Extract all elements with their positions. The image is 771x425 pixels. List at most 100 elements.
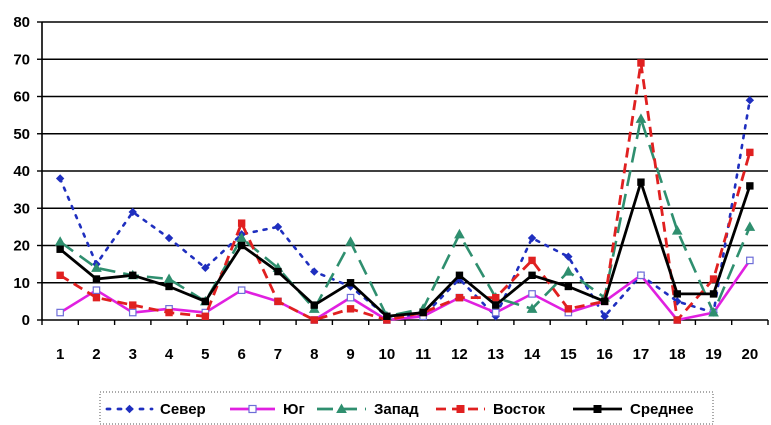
data-point <box>383 312 391 320</box>
y-tick-label: 80 <box>13 14 30 31</box>
legend-marker <box>456 405 465 413</box>
data-point <box>455 293 464 302</box>
data-point <box>237 286 246 295</box>
x-tick-label: 1 <box>56 346 64 363</box>
data-point <box>92 275 101 283</box>
data-point <box>709 290 718 298</box>
data-point <box>746 148 754 157</box>
y-tick-label: 20 <box>13 238 30 255</box>
x-tick-label: 5 <box>201 346 209 363</box>
data-point <box>671 225 683 235</box>
data-point <box>709 275 718 283</box>
x-tick-label: 8 <box>310 346 318 363</box>
data-point <box>346 305 355 313</box>
data-point <box>236 232 248 243</box>
x-tick-label: 11 <box>415 346 431 363</box>
x-tick-label: 7 <box>274 346 282 363</box>
legend: Север Юг Запад Восток Среднее <box>99 391 714 425</box>
legend-item: Юг <box>230 401 305 418</box>
legend-item: Среднее <box>573 401 694 418</box>
data-point <box>54 236 66 246</box>
legend-label: Север <box>160 401 206 418</box>
data-point <box>746 256 754 265</box>
data-point <box>310 267 319 276</box>
data-point <box>564 305 573 313</box>
x-tick-label: 12 <box>451 346 468 363</box>
data-point <box>92 293 101 302</box>
data-point <box>637 271 645 280</box>
data-point <box>201 297 210 306</box>
x-tick-label: 17 <box>633 346 650 363</box>
data-point <box>635 113 647 123</box>
legend-label: Запад <box>374 401 419 418</box>
y-tick-label: 40 <box>13 163 30 180</box>
data-point <box>273 222 283 232</box>
data-point <box>455 271 464 280</box>
legend-label: Восток <box>493 401 545 418</box>
plot-series <box>54 59 756 324</box>
data-point <box>310 316 318 324</box>
data-point <box>346 279 355 287</box>
data-point <box>201 263 210 273</box>
data-point <box>746 182 754 190</box>
data-point <box>528 256 536 265</box>
data-point <box>744 221 756 231</box>
data-point <box>128 207 137 217</box>
data-point <box>346 293 355 302</box>
legend-item: Север <box>105 401 206 418</box>
legend-marker <box>336 403 347 413</box>
x-tick-label: 10 <box>379 346 396 363</box>
series-5 <box>56 178 754 320</box>
data-point <box>92 286 101 295</box>
legend-item: Запад <box>317 401 419 418</box>
x-tick-label: 14 <box>524 346 541 363</box>
x-tick-label: 4 <box>165 346 174 363</box>
data-point <box>56 308 64 317</box>
axes <box>37 21 769 325</box>
data-point <box>164 233 174 243</box>
data-point <box>163 273 175 284</box>
series-line <box>58 98 752 318</box>
data-point <box>673 290 681 298</box>
x-tick-label: 3 <box>129 346 137 363</box>
y-tick-label: 70 <box>13 51 30 68</box>
data-point <box>564 282 573 291</box>
data-point <box>492 293 500 302</box>
data-point <box>56 271 64 280</box>
data-point <box>637 59 645 67</box>
legend-box <box>99 391 714 425</box>
legend-marker <box>125 404 134 414</box>
y-tick-label: 30 <box>13 200 30 217</box>
data-point <box>165 308 173 317</box>
y-tick-label: 10 <box>13 275 30 292</box>
legend-label: Юг <box>283 401 305 418</box>
data-point <box>527 233 537 243</box>
data-point <box>274 297 282 306</box>
data-point <box>237 241 246 250</box>
data-point <box>637 178 645 186</box>
data-point <box>345 236 356 246</box>
grid-lines <box>42 21 768 284</box>
data-point <box>600 297 609 306</box>
series-line <box>59 259 751 322</box>
series-3 <box>54 113 756 321</box>
x-tick-label: 2 <box>92 346 100 363</box>
data-point <box>492 301 500 309</box>
data-point <box>91 262 102 272</box>
data-point <box>526 303 538 313</box>
data-point <box>55 174 65 183</box>
data-point <box>419 308 427 317</box>
data-point <box>454 228 465 239</box>
legend-item: Восток <box>436 401 545 418</box>
y-tick-label: 50 <box>13 126 30 143</box>
x-tick-label: 9 <box>346 346 354 363</box>
series-line <box>59 117 751 318</box>
data-point <box>708 307 719 317</box>
x-tick-label: 15 <box>560 346 577 363</box>
x-tick-labels: 1 2 3 4 5 6 7 8 9 10 11 12 13 14 15 16 17 18 19 20 <box>56 346 758 363</box>
x-tick-label: 16 <box>596 346 613 363</box>
x-tick-label: 6 <box>237 346 245 363</box>
legend-marker <box>248 404 257 414</box>
data-point <box>237 219 246 227</box>
x-tick-label: 20 <box>742 346 759 363</box>
